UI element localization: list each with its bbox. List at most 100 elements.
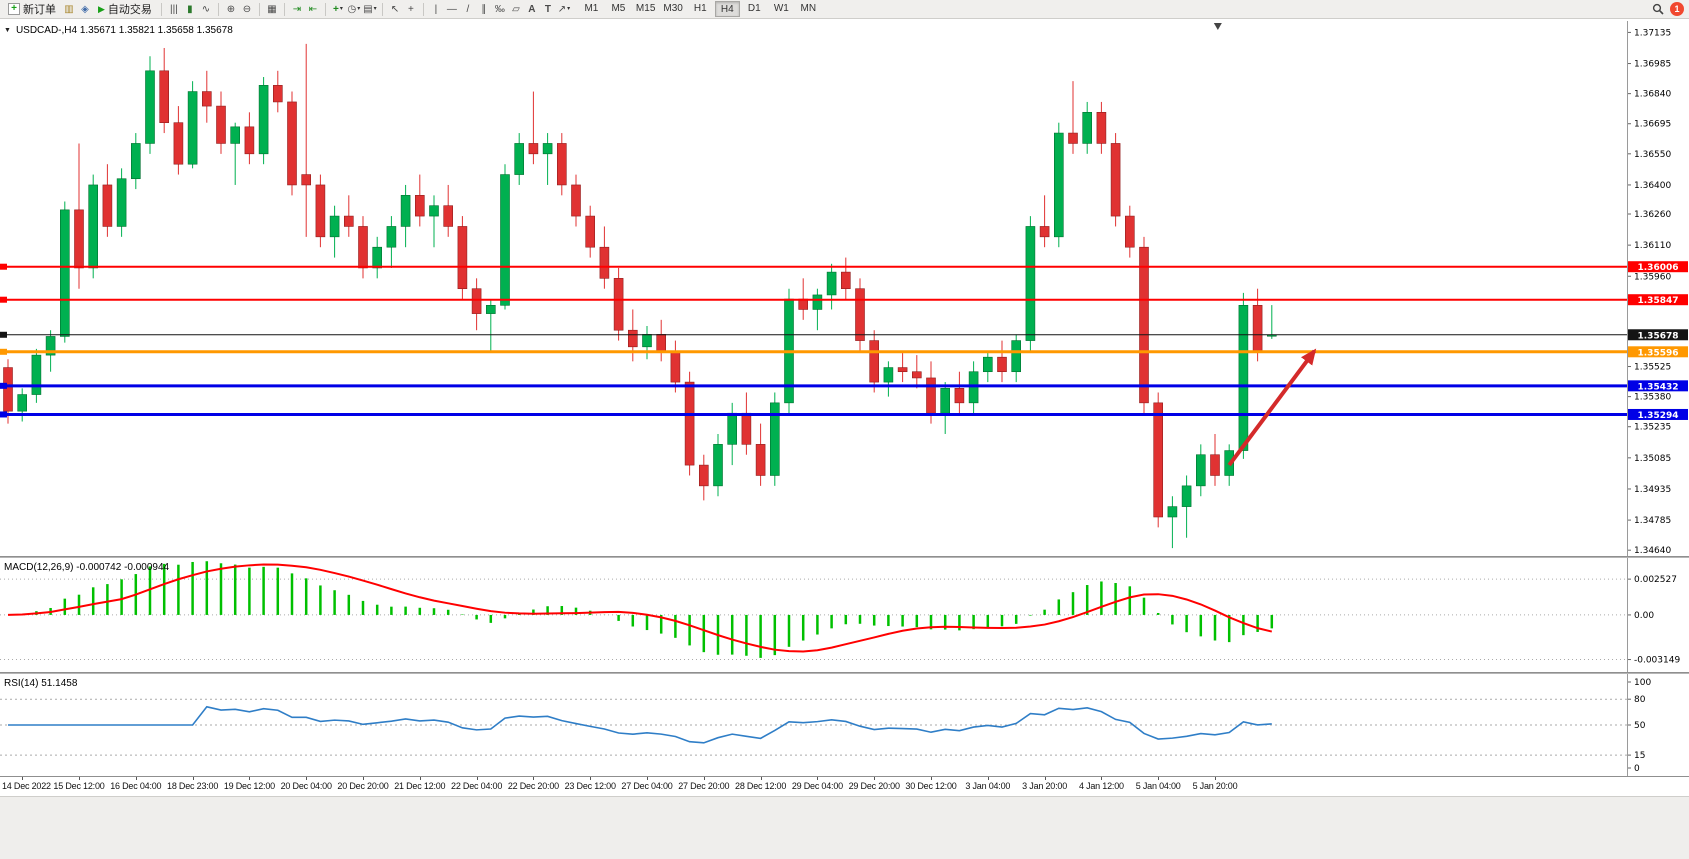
time-label: 18 Dec 23:00 (167, 781, 219, 791)
rsi-canvas[interactable]: 100 80 50 15 0 (0, 674, 1689, 776)
price-badge (1628, 294, 1688, 306)
candlestick-icon[interactable]: ▮ (187, 3, 193, 15)
hline-left-marker[interactable] (0, 296, 7, 303)
timeframe-mn[interactable]: MN (800, 3, 817, 14)
trendline-icon[interactable]: / (466, 3, 470, 15)
hline-left-marker[interactable] (0, 382, 7, 389)
time-tick (987, 777, 989, 780)
toolbar-left-icons: ▥ ◈ (61, 2, 93, 17)
rsi-line (8, 705, 1272, 744)
new-order-button[interactable]: + 新订单 (3, 1, 61, 18)
time-label: 21 Dec 12:00 (394, 781, 446, 791)
timeframe-m5[interactable]: M5 (611, 3, 626, 14)
autotrade-button[interactable]: ▶ 自动交易 (93, 1, 157, 18)
toolbar-separator (324, 2, 326, 16)
dropdown-caret-icon: ▾ (339, 5, 343, 12)
timeframe-w1[interactable]: W1 (773, 3, 789, 14)
time-label: 4 Jan 12:00 (1078, 781, 1124, 791)
price-badge (1628, 261, 1688, 273)
time-tick (1215, 777, 1216, 780)
svg-text:0: 0 (1634, 764, 1640, 774)
bar-chart-icon[interactable]: ||| (170, 3, 178, 15)
new-order-label: 新订单 (23, 4, 56, 16)
chart-shift-icon[interactable]: ⇤ (308, 3, 318, 15)
price-badge (1628, 380, 1688, 392)
time-tick (874, 777, 876, 780)
timeframe-m15[interactable]: M15 (635, 3, 656, 14)
macd-label: MACD(12,26,9) -0.000742 -0.000944 (4, 562, 170, 573)
svg-text:1.36006: 1.36006 (1638, 263, 1679, 273)
market-watch-icon[interactable]: ▥ (64, 3, 74, 15)
hline-left-marker[interactable] (0, 331, 7, 338)
cursor-icon[interactable]: ↖ (390, 3, 400, 15)
timeframe-m30[interactable]: M30 (663, 3, 683, 14)
fibonacci-icon[interactable]: ‰ (494, 3, 505, 15)
trend-arrow-annotation[interactable] (1227, 348, 1317, 467)
crosshair-icon[interactable]: + (408, 3, 414, 15)
time-label: 29 Dec 20:00 (848, 781, 900, 791)
panel-splitter[interactable] (0, 672, 1689, 674)
time-label: 30 Dec 12:00 (905, 781, 957, 791)
toolbar: + 新订单 ▥ ◈ ▶ 自动交易 ||| ▮ ∿ ⊕ ⊖ ▦ ⇥ ⇤ + ▾ ◷ ▾ ▤ ▾ ↖ + | — / ∥ ‰ ▱… (0, 0, 1689, 19)
hline-left-marker[interactable] (0, 411, 7, 418)
timeframe-h1[interactable]: H1 (693, 3, 707, 14)
toolbar-main-icons: ||| ▮ ∿ ⊕ ⊖ ▦ ⇥ ⇤ + ▾ ◷ ▾ ▤ ▾ ↖ + | — / ∥ ‰ ▱ A T ↗ ▾ (157, 2, 572, 17)
search-icon-glyph (1652, 3, 1664, 15)
line-chart-icon[interactable]: ∿ (201, 3, 211, 15)
svg-text:1.35432: 1.35432 (1638, 382, 1679, 392)
notification-badge[interactable]: 1 (1670, 2, 1684, 16)
label-icon[interactable]: T (544, 3, 551, 15)
arrows-icon[interactable]: ↗ ▾ (557, 3, 571, 15)
time-label: 5 Jan 20:00 (1192, 781, 1238, 791)
time-label: 16 Dec 04:00 (110, 781, 162, 791)
svg-text:100: 100 (1634, 678, 1651, 688)
timeframe-m1[interactable]: M1 (584, 3, 599, 14)
templates-icon[interactable]: ▤ ▾ (363, 3, 377, 15)
svg-text:80: 80 (1634, 695, 1646, 705)
search-icon[interactable] (1650, 2, 1666, 17)
timeframe-h4[interactable]: H4 (714, 1, 740, 17)
svg-text:1.36550: 1.36550 (1634, 150, 1671, 160)
svg-text:1.35294: 1.35294 (1638, 411, 1679, 421)
main-chart-canvas[interactable]: 1.37135 1.36985 1.36840 1.36695 1.36550 1.364… (0, 21, 1689, 556)
shapes-icon[interactable]: ▱ (512, 3, 520, 15)
macd-canvas[interactable]: 0.002527 0.00 -0.003149 (0, 558, 1689, 672)
auto-scroll-icon[interactable]: ⇥ (292, 3, 302, 15)
toolbar-right: 1 (1650, 2, 1686, 17)
hline-left-marker[interactable] (0, 263, 7, 270)
zoom-in-icon[interactable]: ⊕ (226, 3, 236, 15)
hline-left-marker[interactable] (0, 348, 7, 355)
time-label: 14 Dec 2022 (2, 781, 51, 791)
tile-windows-icon[interactable]: ▦ (267, 3, 277, 15)
periods-icon[interactable]: ◷ ▾ (347, 3, 361, 15)
time-label: 19 Dec 12:00 (223, 781, 275, 791)
time-label: 23 Dec 12:00 (564, 781, 616, 791)
timeframe-d1[interactable]: D1 (747, 3, 761, 14)
channel-icon[interactable]: ∥ (481, 3, 487, 15)
svg-text:1.35380: 1.35380 (1634, 393, 1671, 403)
svg-text:1.34785: 1.34785 (1634, 516, 1671, 526)
time-label: 22 Dec 20:00 (507, 781, 559, 791)
chart-shift-marker-icon[interactable] (1213, 23, 1222, 30)
time-label: 3 Jan 20:00 (1022, 781, 1068, 791)
symbol-dropdown-icon[interactable]: ▼ (4, 27, 11, 34)
time-tick (760, 777, 762, 780)
indicators-icon[interactable]: + ▾ (332, 3, 343, 15)
panel-splitter[interactable] (0, 556, 1689, 558)
vertical-line-icon[interactable]: | (434, 3, 438, 15)
svg-text:-0.003149: -0.003149 (1634, 656, 1680, 666)
navigator-icon[interactable]: ◈ (81, 3, 89, 15)
dropdown-caret-icon: ▾ (567, 5, 571, 12)
time-label: 20 Dec 04:00 (280, 781, 332, 791)
autotrade-label: 自动交易 (107, 4, 152, 16)
time-tick (79, 777, 80, 780)
time-tick (249, 777, 251, 780)
text-icon[interactable]: A (528, 3, 536, 15)
horizontal-line-icon[interactable]: — (446, 3, 457, 15)
time-label: 29 Dec 04:00 (791, 781, 843, 791)
zoom-out-icon[interactable]: ⊖ (242, 3, 252, 15)
svg-text:0.002527: 0.002527 (1634, 575, 1677, 585)
macd-panel: MACD(12,26,9) -0.000742 -0.000944 0.0025… (0, 558, 1689, 672)
toolbar-separator (381, 2, 383, 16)
time-tick (192, 777, 194, 780)
